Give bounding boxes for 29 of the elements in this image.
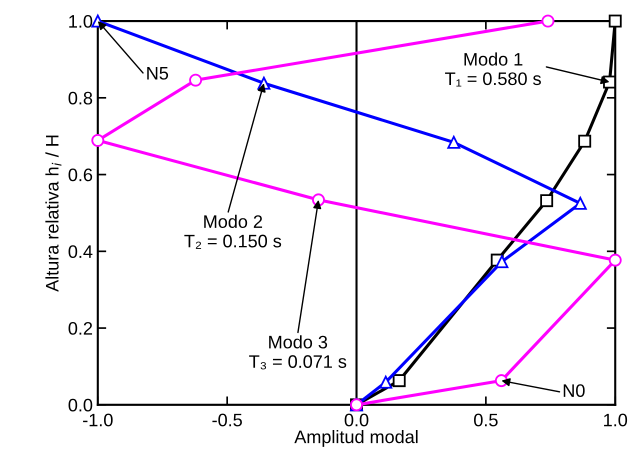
point xyxy=(578,134,592,148)
point xyxy=(91,134,104,147)
x-tick-label: 1.0 xyxy=(604,414,628,426)
point xyxy=(495,255,508,268)
y-tick-label: 0.4 xyxy=(68,245,92,258)
x-tick-label: -1.0 xyxy=(83,414,113,426)
y-tick-label: 0.6 xyxy=(68,168,92,182)
x-tick-label: 0.5 xyxy=(474,414,498,426)
annotation: Modo 1 T₁ = 0.580 s xyxy=(445,52,541,86)
y-tick-label: 0.0 xyxy=(68,398,92,412)
y-tick-label: 0.8 xyxy=(68,92,92,105)
x-axis-title: Amplitud modal xyxy=(294,430,418,447)
y-axis-title: Altura relativa h$_{i}$ / H xyxy=(45,136,62,292)
point xyxy=(379,376,392,389)
annotation: Modo 3 T₃ = 0.071 s xyxy=(249,335,346,370)
point xyxy=(574,196,587,210)
y-tick-label: 1.0 xyxy=(69,14,92,28)
point xyxy=(608,254,622,267)
x-tick-label: 0.0 xyxy=(344,414,368,426)
annotation: N5 xyxy=(147,67,168,80)
point xyxy=(392,374,406,388)
point xyxy=(542,14,554,28)
point xyxy=(189,74,202,87)
point xyxy=(540,194,554,208)
y-tick-label: 0.2 xyxy=(68,322,92,335)
annotation: Modo 2 T₂ = 0.150 s xyxy=(184,214,282,249)
x-tick-label: -0.5 xyxy=(212,414,242,426)
annotation: N0 xyxy=(564,384,585,398)
point xyxy=(447,136,460,149)
